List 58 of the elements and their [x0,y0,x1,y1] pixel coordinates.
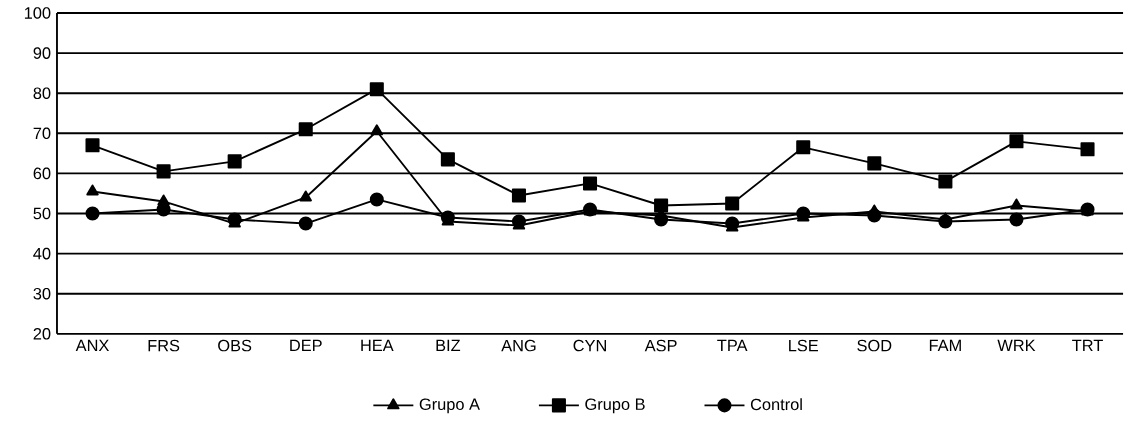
point [85,138,100,153]
y-tick-label: 20 [33,328,51,340]
x-tick-label: TPA [717,339,748,352]
point [582,176,598,191]
x-tick-label: OBS [218,339,252,352]
point [1010,198,1023,210]
point [796,140,811,155]
point [440,152,455,167]
x-tick-label: CYN [573,339,606,352]
point [796,206,811,221]
y-tick-label: 90 [33,47,51,59]
x-tick-label: WRK [997,339,1036,352]
y-tick-label: 40 [33,247,51,260]
point [867,208,882,223]
point [511,188,526,203]
y-tick-label: 50 [33,207,51,220]
x-tick-label: ASP [644,339,677,352]
x-tick-label: ANG [501,339,536,352]
x-tick-label: LSE [789,339,818,352]
y-tick-label: 30 [33,288,51,300]
point [938,214,953,229]
point [938,174,953,189]
point [440,210,455,225]
legend-label: Grupo B [585,398,645,414]
point [654,212,669,227]
point [725,196,740,211]
point [1009,134,1024,149]
x-tick-label: ANX [75,339,110,352]
point [227,212,242,227]
point [298,216,313,231]
x-tick-label: SOD [857,339,892,352]
legend-label: Control [750,398,802,411]
x-tick-label: FAM [929,339,961,352]
x-tick-label: BIZ [436,339,461,352]
point [1009,212,1024,227]
x-tick-label: TRT [1072,339,1103,352]
point [654,198,669,213]
x-tick-label: DEP [290,339,322,352]
point [369,192,384,207]
x-tick-label: HEA [361,339,394,352]
point [86,184,99,196]
point [370,124,384,136]
point [156,164,171,179]
x-tick-label: FRS [148,339,180,352]
y-tick-label: 100 [24,7,51,19]
point [298,122,313,137]
point [299,190,312,202]
legend-label: Grupo A [419,398,480,414]
point [867,156,882,171]
y-tick-label: 60 [33,167,51,180]
point [725,216,740,231]
point [1080,142,1095,157]
y-tick-label: 70 [33,127,51,140]
y-tick-label: 80 [33,87,51,100]
point [369,82,384,97]
point [511,214,526,229]
point [227,154,242,169]
point [85,206,100,221]
